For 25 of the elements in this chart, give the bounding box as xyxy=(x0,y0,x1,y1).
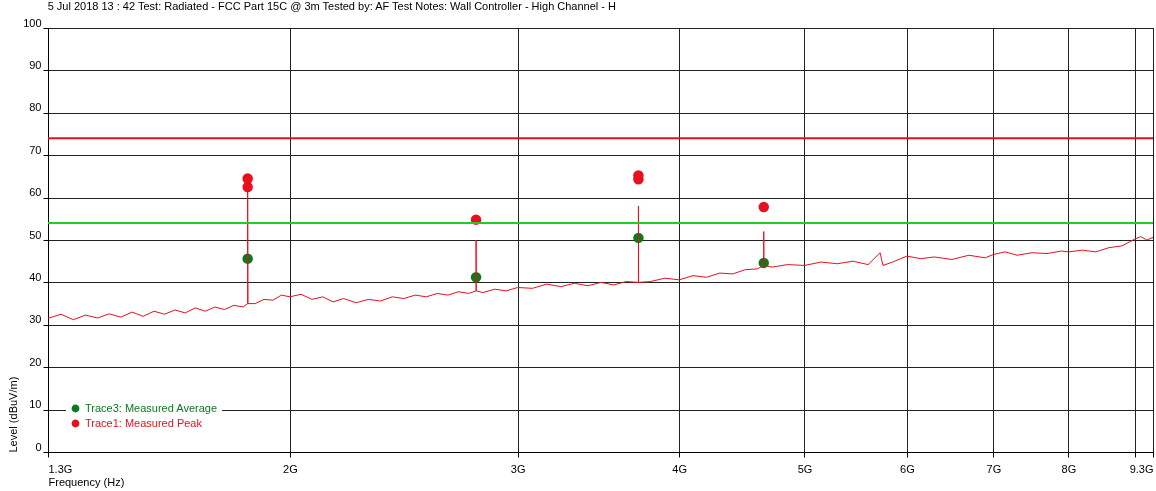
y-tick-label: 0 xyxy=(35,440,42,453)
x-tick-label: 9.3G xyxy=(1129,462,1154,475)
x-tick-label: 8G xyxy=(1061,462,1077,475)
y-tick-label: 30 xyxy=(29,313,42,326)
legend-label: Trace3: Measured Average xyxy=(85,401,218,414)
y-tick-label: 100 xyxy=(23,16,42,29)
y-tick-label: 50 xyxy=(29,228,42,241)
x-tick-label: 1.3G xyxy=(48,462,73,475)
y-tick-label: 40 xyxy=(29,270,42,283)
y-tick-label: 80 xyxy=(29,101,42,114)
y-tick-label: 70 xyxy=(29,143,42,156)
x-tick-label: 6G xyxy=(900,462,915,475)
x-axis-title: Frequency (Hz) xyxy=(48,475,125,488)
x-tick-label: 5G xyxy=(797,462,813,475)
y-tick-label: 10 xyxy=(29,398,42,411)
y-axis-title: Level (dBuV/m) xyxy=(7,376,20,453)
chart-title: 5 Jul 2018 13 : 42 Test: Radiated - FCC Part 15C @ 3m Tested by: AF Test Notes: Wall Controller - High Channel - H xyxy=(47,0,617,12)
y-tick-label: 60 xyxy=(29,186,42,199)
x-tick-label: 3G xyxy=(510,462,526,475)
x-tick-label: 4G xyxy=(672,462,688,475)
x-tick-label: 2G xyxy=(283,462,298,475)
legend-label: Trace1: Measured Peak xyxy=(85,416,203,429)
y-tick-label: 90 xyxy=(29,58,42,71)
y-tick-label: 20 xyxy=(29,355,42,368)
x-tick-label: 7G xyxy=(986,462,1002,475)
